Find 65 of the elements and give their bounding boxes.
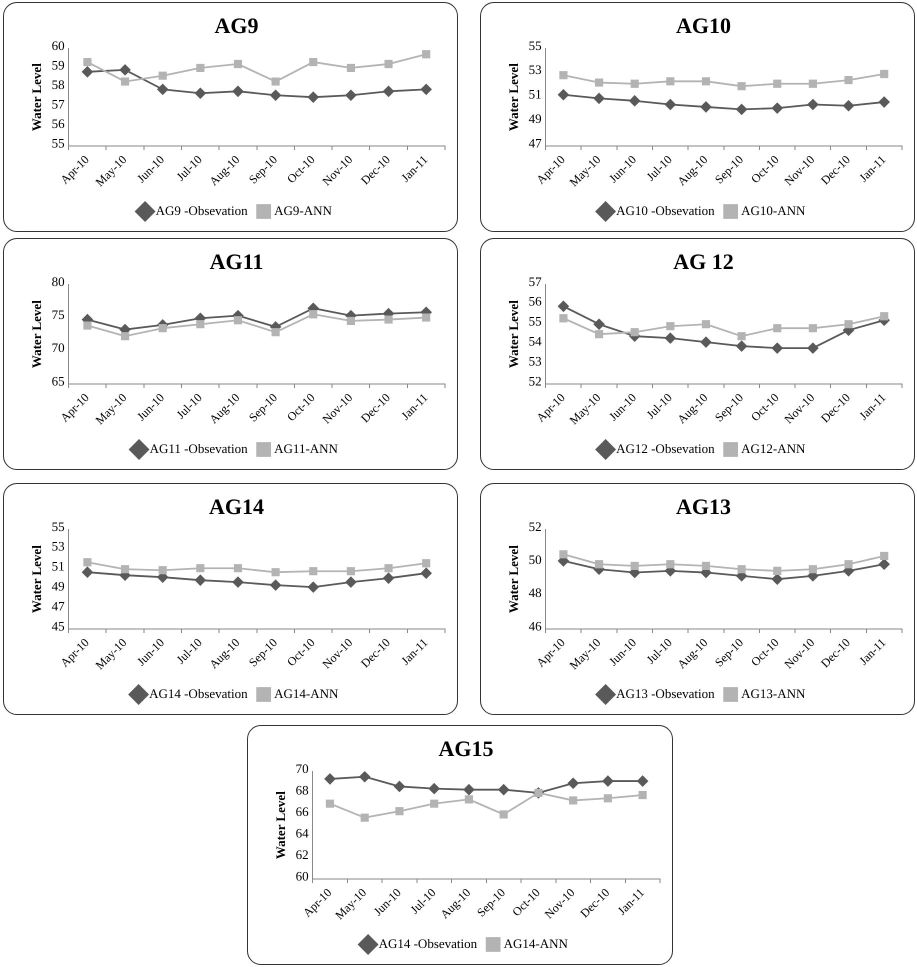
- y-tick-label: 47: [528, 135, 542, 150]
- y-tick-label: 80: [52, 274, 65, 289]
- y-tick-label: 62: [296, 846, 309, 862]
- y-tick-label: 47: [52, 598, 66, 614]
- y-tick-label: 53: [52, 538, 65, 554]
- y-tick-label: 49: [528, 110, 542, 126]
- legend-label: AG13 -Obsevation: [616, 686, 716, 701]
- legend-label: AG9-ANN: [274, 202, 333, 218]
- legend-label: AG12 -Obsevation: [616, 440, 716, 456]
- legend-label: AG9 -Obsevation: [156, 202, 248, 218]
- y-tick-label: 55: [52, 135, 65, 150]
- y-tick-label: 54: [528, 334, 542, 349]
- legend-label: AG13-ANN: [741, 686, 806, 701]
- y-tick-label: 51: [528, 86, 542, 102]
- y-axis-title: Water Level: [506, 62, 522, 132]
- legend-label: AG12-ANN: [741, 440, 806, 456]
- chart-title: AG10: [676, 12, 731, 38]
- y-tick-label: 57: [52, 96, 66, 112]
- y-tick-label: 66: [296, 804, 310, 819]
- y-tick-label: 59: [52, 57, 65, 72]
- y-tick-label: 57: [528, 274, 542, 289]
- y-tick-label: 49: [52, 578, 65, 594]
- legend-label: AG14-ANN: [504, 936, 569, 951]
- y-tick-label: 58: [52, 76, 65, 92]
- chart-title: AG13: [676, 494, 731, 519]
- y-tick-label: 55: [528, 38, 542, 53]
- legend-label: AG14-ANN: [274, 686, 340, 701]
- y-tick-label: 55: [52, 518, 65, 534]
- legend-label: AG10-ANN: [741, 202, 806, 218]
- legend-label: AG11 -Obsevation: [150, 440, 248, 456]
- y-tick-label: 70: [52, 340, 65, 356]
- y-tick-label: 53: [528, 62, 542, 78]
- y-tick-label: 60: [52, 38, 65, 53]
- legend-label: AG14 -Obsevation: [378, 936, 478, 951]
- chart-title: AG 12: [673, 248, 734, 274]
- chart-title: AG9: [214, 12, 258, 38]
- legend-label: AG11-ANN: [274, 440, 339, 456]
- y-axis-title: Water Level: [506, 544, 522, 614]
- y-tick-label: 51: [52, 558, 65, 574]
- y-axis-title: Water Level: [29, 544, 44, 614]
- y-axis-title: Water Level: [506, 300, 522, 368]
- y-tick-label: 56: [52, 116, 66, 131]
- y-tick-label: 48: [528, 585, 542, 600]
- chart-title: AG15: [438, 736, 494, 761]
- chart-title: AG11: [210, 248, 264, 274]
- y-tick-label: 52: [528, 373, 542, 388]
- y-tick-label: 65: [52, 373, 65, 388]
- chart-title: AG14: [209, 494, 264, 519]
- y-axis-title: Water Level: [273, 790, 288, 860]
- legend-label: AG10 -Obsevation: [616, 202, 716, 218]
- legend-label: AG14 -Obsevation: [149, 686, 248, 701]
- y-axis-title: Water Level: [29, 300, 44, 368]
- y-tick-label: 53: [528, 353, 542, 368]
- y-tick-label: 56: [528, 294, 542, 309]
- y-axis-title: Water Level: [29, 62, 44, 132]
- y-tick-label: 50: [528, 552, 542, 568]
- y-tick-label: 68: [296, 782, 309, 798]
- y-tick-label: 60: [296, 868, 309, 884]
- y-tick-label: 64: [296, 825, 310, 840]
- y-tick-label: 52: [528, 518, 542, 534]
- y-tick-label: 70: [296, 760, 309, 776]
- y-tick-label: 46: [528, 618, 542, 634]
- y-tick-label: 75: [52, 307, 65, 322]
- y-tick-label: 45: [52, 618, 65, 634]
- y-tick-label: 55: [528, 314, 542, 329]
